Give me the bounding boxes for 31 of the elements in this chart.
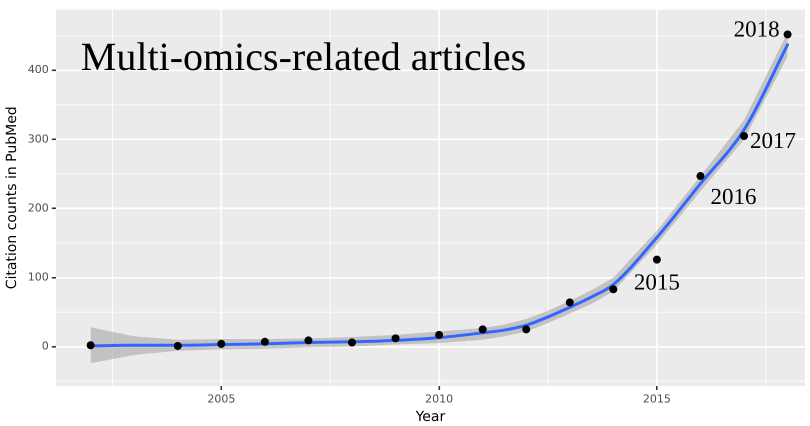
point xyxy=(478,325,487,334)
point xyxy=(174,342,182,350)
x-tick-label: 2010 xyxy=(425,392,454,406)
x-tick-label: 2015 xyxy=(642,392,671,406)
x-axis-title: Year xyxy=(414,409,446,426)
y-axis-title: Citation counts in PubMed xyxy=(4,106,20,290)
point xyxy=(566,298,574,306)
point xyxy=(652,256,661,264)
annotation: 2017 xyxy=(750,128,796,154)
annotation: 2018 xyxy=(734,16,780,42)
annotation: 2015 xyxy=(634,270,680,295)
point xyxy=(522,325,530,334)
point xyxy=(217,340,226,348)
point xyxy=(260,338,269,346)
annotation: 2016 xyxy=(710,184,756,210)
point xyxy=(392,334,400,342)
text: Multi-omics-related articles xyxy=(80,34,526,80)
point xyxy=(86,341,95,350)
point xyxy=(740,132,748,140)
point xyxy=(609,285,618,294)
y-tick-label: 300 xyxy=(28,132,49,146)
y-tick-label: 200 xyxy=(28,201,49,214)
point xyxy=(784,30,792,38)
x-tick-label: 2005 xyxy=(207,392,236,406)
point xyxy=(304,336,312,344)
point xyxy=(696,172,704,180)
y-tick-label: 0 xyxy=(42,339,49,352)
point xyxy=(348,338,356,346)
y-tick-label: 100 xyxy=(28,270,49,284)
point xyxy=(435,330,444,339)
y-tick-label: 400 xyxy=(28,63,49,76)
